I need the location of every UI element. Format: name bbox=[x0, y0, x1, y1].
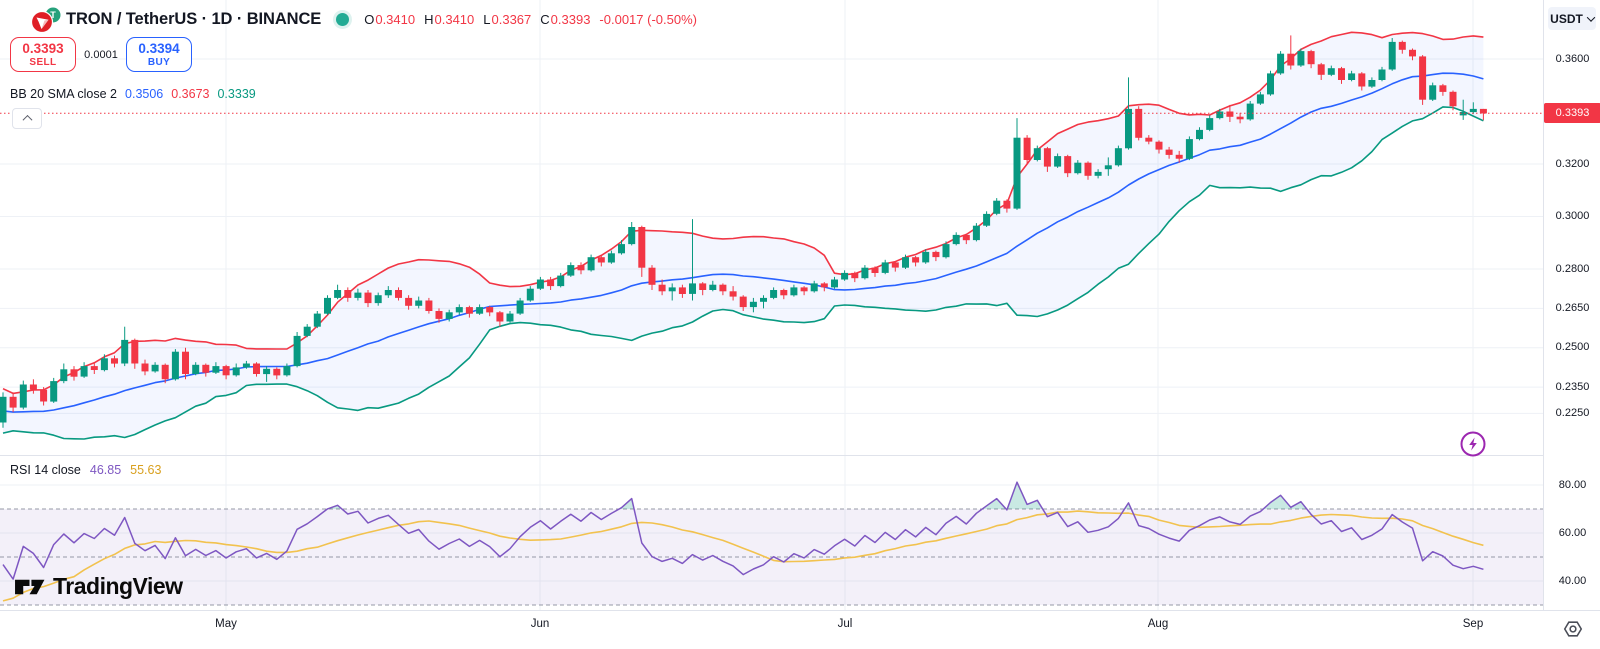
pane-separator[interactable] bbox=[0, 455, 1600, 456]
price-tick-label: 0.2350 bbox=[1555, 380, 1590, 393]
sell-price: 0.3393 bbox=[22, 40, 64, 56]
lightning-icon bbox=[1460, 431, 1486, 457]
close-value: 0.3393 bbox=[550, 11, 591, 27]
rsi-tick-label: 40.00 bbox=[1558, 574, 1587, 587]
bb-indicator-title: BB 20 SMA close 2 bbox=[10, 87, 118, 101]
rsi-value: 46.85 bbox=[89, 463, 122, 477]
month-tick-label: Sep bbox=[1462, 618, 1484, 630]
price-tick-label: 0.3200 bbox=[1555, 157, 1590, 170]
rsi-ma-value: 55.63 bbox=[130, 463, 162, 477]
buy-button[interactable]: 0.3394 BUY bbox=[126, 37, 192, 72]
collapse-pane-button[interactable] bbox=[12, 108, 42, 129]
lightning-trade-button[interactable] bbox=[1459, 430, 1487, 458]
ohlc-readout: O 0.3410 H 0.3410 L 0.3367 C 0.3393 -0.0017 … bbox=[364, 12, 697, 27]
close-label: C bbox=[540, 11, 550, 27]
svg-text:T: T bbox=[50, 10, 56, 20]
price-tick-label: 0.2800 bbox=[1555, 262, 1590, 275]
buy-price: 0.3394 bbox=[138, 40, 180, 56]
currency-label: USDT bbox=[1550, 11, 1583, 26]
sell-label: SELL bbox=[29, 56, 57, 68]
rsi-indicator-title: RSI 14 close bbox=[10, 463, 81, 477]
tradingview-logo-text: TradingView bbox=[53, 573, 183, 599]
main-chart-canvas[interactable] bbox=[0, 0, 1543, 610]
chevron-down-icon bbox=[1586, 12, 1596, 22]
low-label: L bbox=[483, 11, 491, 27]
bb-indicator-legend[interactable]: BB 20 SMA close 2 0.3506 0.3673 0.3339 bbox=[10, 87, 256, 101]
settings-hexagon-icon bbox=[1563, 621, 1583, 637]
month-tick-label: May bbox=[215, 618, 237, 630]
tradingview-logo-icon bbox=[15, 579, 45, 595]
last-price-tag: 0.3393 bbox=[1544, 103, 1600, 124]
bb-lower-value: 0.3339 bbox=[217, 87, 256, 101]
high-label: H bbox=[424, 11, 434, 27]
price-tick-label: 0.2500 bbox=[1555, 341, 1590, 354]
rsi-tick-label: 60.00 bbox=[1558, 526, 1587, 539]
price-tick-label: 0.2650 bbox=[1555, 301, 1590, 314]
price-tick-label: 0.2250 bbox=[1555, 406, 1590, 419]
low-value: 0.3367 bbox=[491, 11, 532, 27]
rsi-tick-label: 80.00 bbox=[1558, 478, 1587, 491]
axis-settings-button[interactable] bbox=[1562, 618, 1584, 640]
month-tick-label: Jul bbox=[837, 618, 853, 630]
change-value: -0.0017 (-0.50%) bbox=[599, 11, 697, 27]
open-value: 0.3410 bbox=[375, 11, 416, 27]
market-status-icon[interactable] bbox=[336, 12, 350, 26]
sell-button[interactable]: 0.3393 SELL bbox=[10, 37, 76, 72]
bb-upper-value: 0.3673 bbox=[171, 87, 210, 101]
price-axis[interactable]: USDT 0.3600 0.3200 0.3000 0.2800 0.2650 0.250… bbox=[1543, 0, 1600, 610]
bb-basis-value: 0.3506 bbox=[125, 87, 164, 101]
currency-selector-button[interactable]: USDT bbox=[1548, 7, 1596, 30]
buy-label: BUY bbox=[147, 56, 171, 68]
symbol-logo-icon: T bbox=[30, 7, 61, 34]
symbol-title[interactable]: TRON / TetherUS · 1D · BINANCE bbox=[66, 9, 322, 28]
symbol-legend-row: T TRON / TetherUS · 1D · BINANCE O 0.3410… bbox=[8, 5, 697, 34]
spread-value: 0.0001 bbox=[84, 48, 118, 61]
high-value: 0.3410 bbox=[434, 11, 475, 27]
tradingview-logo[interactable]: TradingView bbox=[13, 573, 183, 600]
price-tick-label: 0.3000 bbox=[1555, 210, 1590, 222]
open-label: O bbox=[364, 11, 375, 27]
month-tick-label: Jun bbox=[530, 618, 550, 630]
time-axis[interactable]: May Jun Jul Aug Sep bbox=[0, 610, 1600, 649]
price-tick-label: 0.3600 bbox=[1555, 52, 1590, 65]
chevron-up-icon bbox=[22, 114, 32, 125]
trade-buttons-row: 0.3393 SELL 0.0001 0.3394 BUY bbox=[10, 37, 192, 72]
month-tick-label: Aug bbox=[1147, 618, 1169, 630]
rsi-indicator-legend[interactable]: RSI 14 close 46.85 55.63 bbox=[10, 463, 161, 477]
